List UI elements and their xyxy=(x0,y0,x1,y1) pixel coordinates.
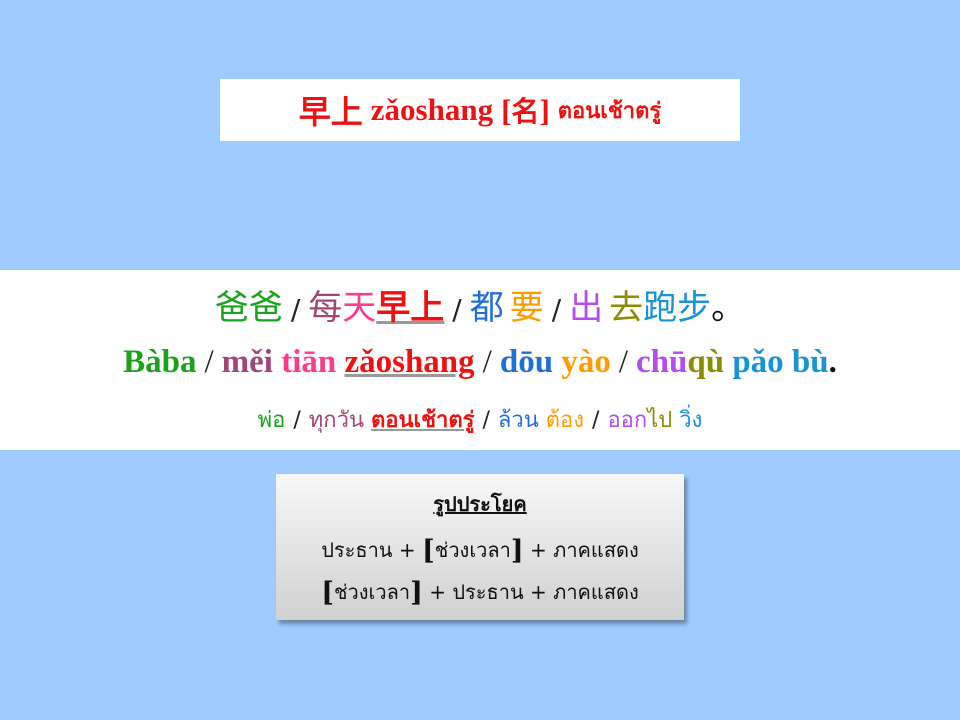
pos-hanzi: 名 xyxy=(511,95,540,128)
pattern-row-2: [ช่วงเวลา] + ประธาน + ภาคแสดง xyxy=(276,576,684,608)
pinyin-qu: qù xyxy=(687,344,725,380)
pattern-predicate: ภาคแสดง xyxy=(553,580,639,604)
pinyin-mei: měi xyxy=(221,344,273,380)
pattern-bracket-open: [ xyxy=(421,535,435,566)
separator: / xyxy=(204,344,214,380)
title-part-of-speech: [名] xyxy=(501,90,550,130)
pinyin-chu: chū xyxy=(635,344,688,380)
pinyin-period: . xyxy=(828,344,837,380)
pattern-subject: ประธาน xyxy=(452,580,524,604)
separator: / xyxy=(293,408,301,433)
pattern-bracket-close: ] xyxy=(410,577,423,608)
hanzi-word-baba: 爸爸 xyxy=(214,288,283,328)
title-box: 早上 zǎoshang [名] ตอนเช้าตรู่ xyxy=(220,79,740,141)
pinyin-bu: bù xyxy=(791,344,829,380)
title-pinyin: zǎoshang xyxy=(370,92,494,127)
hanzi-period: 。 xyxy=(711,288,746,328)
pattern-subject: ประธาน xyxy=(321,538,393,562)
pattern-time: ช่วงเวลา xyxy=(434,538,511,562)
pattern-plus: + xyxy=(530,538,547,562)
pattern-row-1: ประธาน + [ช่วงเวลา] + ภาคแสดง xyxy=(276,534,684,566)
pos-open-bracket: [ xyxy=(501,93,512,128)
sentence-pattern-box: รูปประโยค ประธาน + [ช่วงเวลา] + ภาคแสดง … xyxy=(276,474,684,620)
separator: / xyxy=(482,408,490,433)
pos-close-bracket: ] xyxy=(539,93,550,128)
separator: / xyxy=(592,408,600,433)
pinyin-pao: pǎo xyxy=(732,344,784,380)
thai-word-all: ล้วน xyxy=(497,408,539,433)
thai-word-father: พ่อ xyxy=(257,408,286,433)
hanzi-word-qu: 去 xyxy=(609,288,644,328)
pattern-plus: + xyxy=(429,580,446,604)
pattern-bracket-close: ] xyxy=(510,535,524,566)
pattern-time: ช่วงเวลา xyxy=(333,580,411,604)
title-thai: ตอนเช้าตรู่ xyxy=(557,98,662,124)
hanzi-word-zaoshang: 早上 xyxy=(376,288,445,328)
thai-word-go: ไป xyxy=(647,408,673,433)
hanzi-word-yao: 要 xyxy=(509,288,544,328)
pattern-heading: รูปประโยค xyxy=(433,492,527,516)
pattern-bracket-open: [ xyxy=(321,577,334,608)
separator: / xyxy=(551,293,562,326)
pattern-plus: + xyxy=(530,580,547,604)
thai-word-morning: ตอนเช้าตรู่ xyxy=(371,408,475,433)
pinyin-zaoshang: zǎoshang xyxy=(344,344,475,380)
separator: / xyxy=(452,293,462,326)
title-hanzi: 早上 xyxy=(298,93,363,131)
example-pinyin-line: Bàba / měi tiān zǎoshang / dōu yào / chūqù pǎo… xyxy=(0,344,960,381)
pinyin-dou: dōu xyxy=(499,344,554,380)
thai-word-run: วิ่ง xyxy=(679,408,703,433)
hanzi-word-paobu: 跑步 xyxy=(643,288,712,328)
example-sentence-band: 爸爸 / 每天早上 / 都要 / 出去跑步。 Bàba / měi tiān zǎoshang /… xyxy=(0,270,960,450)
hanzi-word-chu: 出 xyxy=(569,288,604,328)
example-hanzi-line: 爸爸 / 每天早上 / 都要 / 出去跑步。 xyxy=(0,280,960,329)
hanzi-word-meitian-1: 每 xyxy=(308,288,343,328)
hanzi-word-dou: 都 xyxy=(469,288,504,328)
pinyin-baba: Bàba xyxy=(123,344,197,380)
separator: / xyxy=(618,344,628,380)
pinyin-yao: yào xyxy=(561,344,611,380)
pattern-predicate: ภาคแสดง xyxy=(553,538,639,562)
thai-word-must: ต้อง xyxy=(545,408,585,433)
example-thai-line: พ่อ / ทุกวัน ตอนเช้าตรู่ / ล้วน ต้อง / ออกไป ว… xyxy=(0,402,960,437)
thai-word-every-day: ทุกวัน xyxy=(308,408,365,433)
separator: / xyxy=(482,344,492,380)
pinyin-tian: tiān xyxy=(281,344,337,380)
thai-word-out: ออก xyxy=(607,408,648,433)
pattern-plus: + xyxy=(398,538,416,562)
separator: / xyxy=(290,293,301,326)
hanzi-word-meitian-2: 天 xyxy=(342,288,377,328)
